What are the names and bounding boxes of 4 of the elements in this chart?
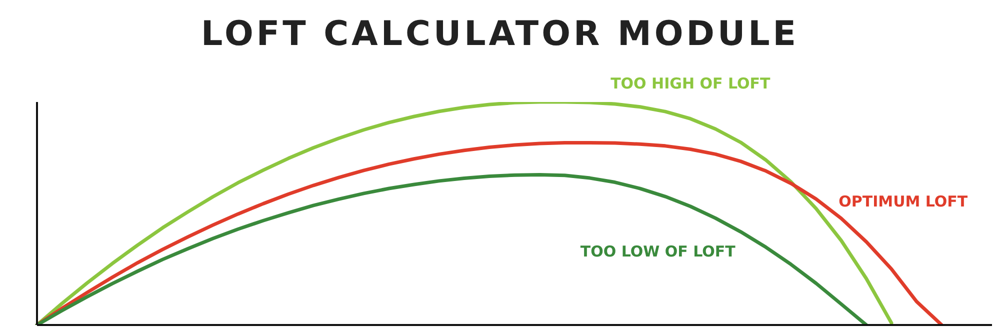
series-label: OPTIMUM LOFT — [838, 192, 968, 211]
series-label: TOO LOW OF LOFT — [580, 242, 736, 260]
chart-title: LOFT CALCULATOR MODULE — [200, 14, 800, 56]
series-label: TOO HIGH OF LOFT — [610, 74, 772, 93]
